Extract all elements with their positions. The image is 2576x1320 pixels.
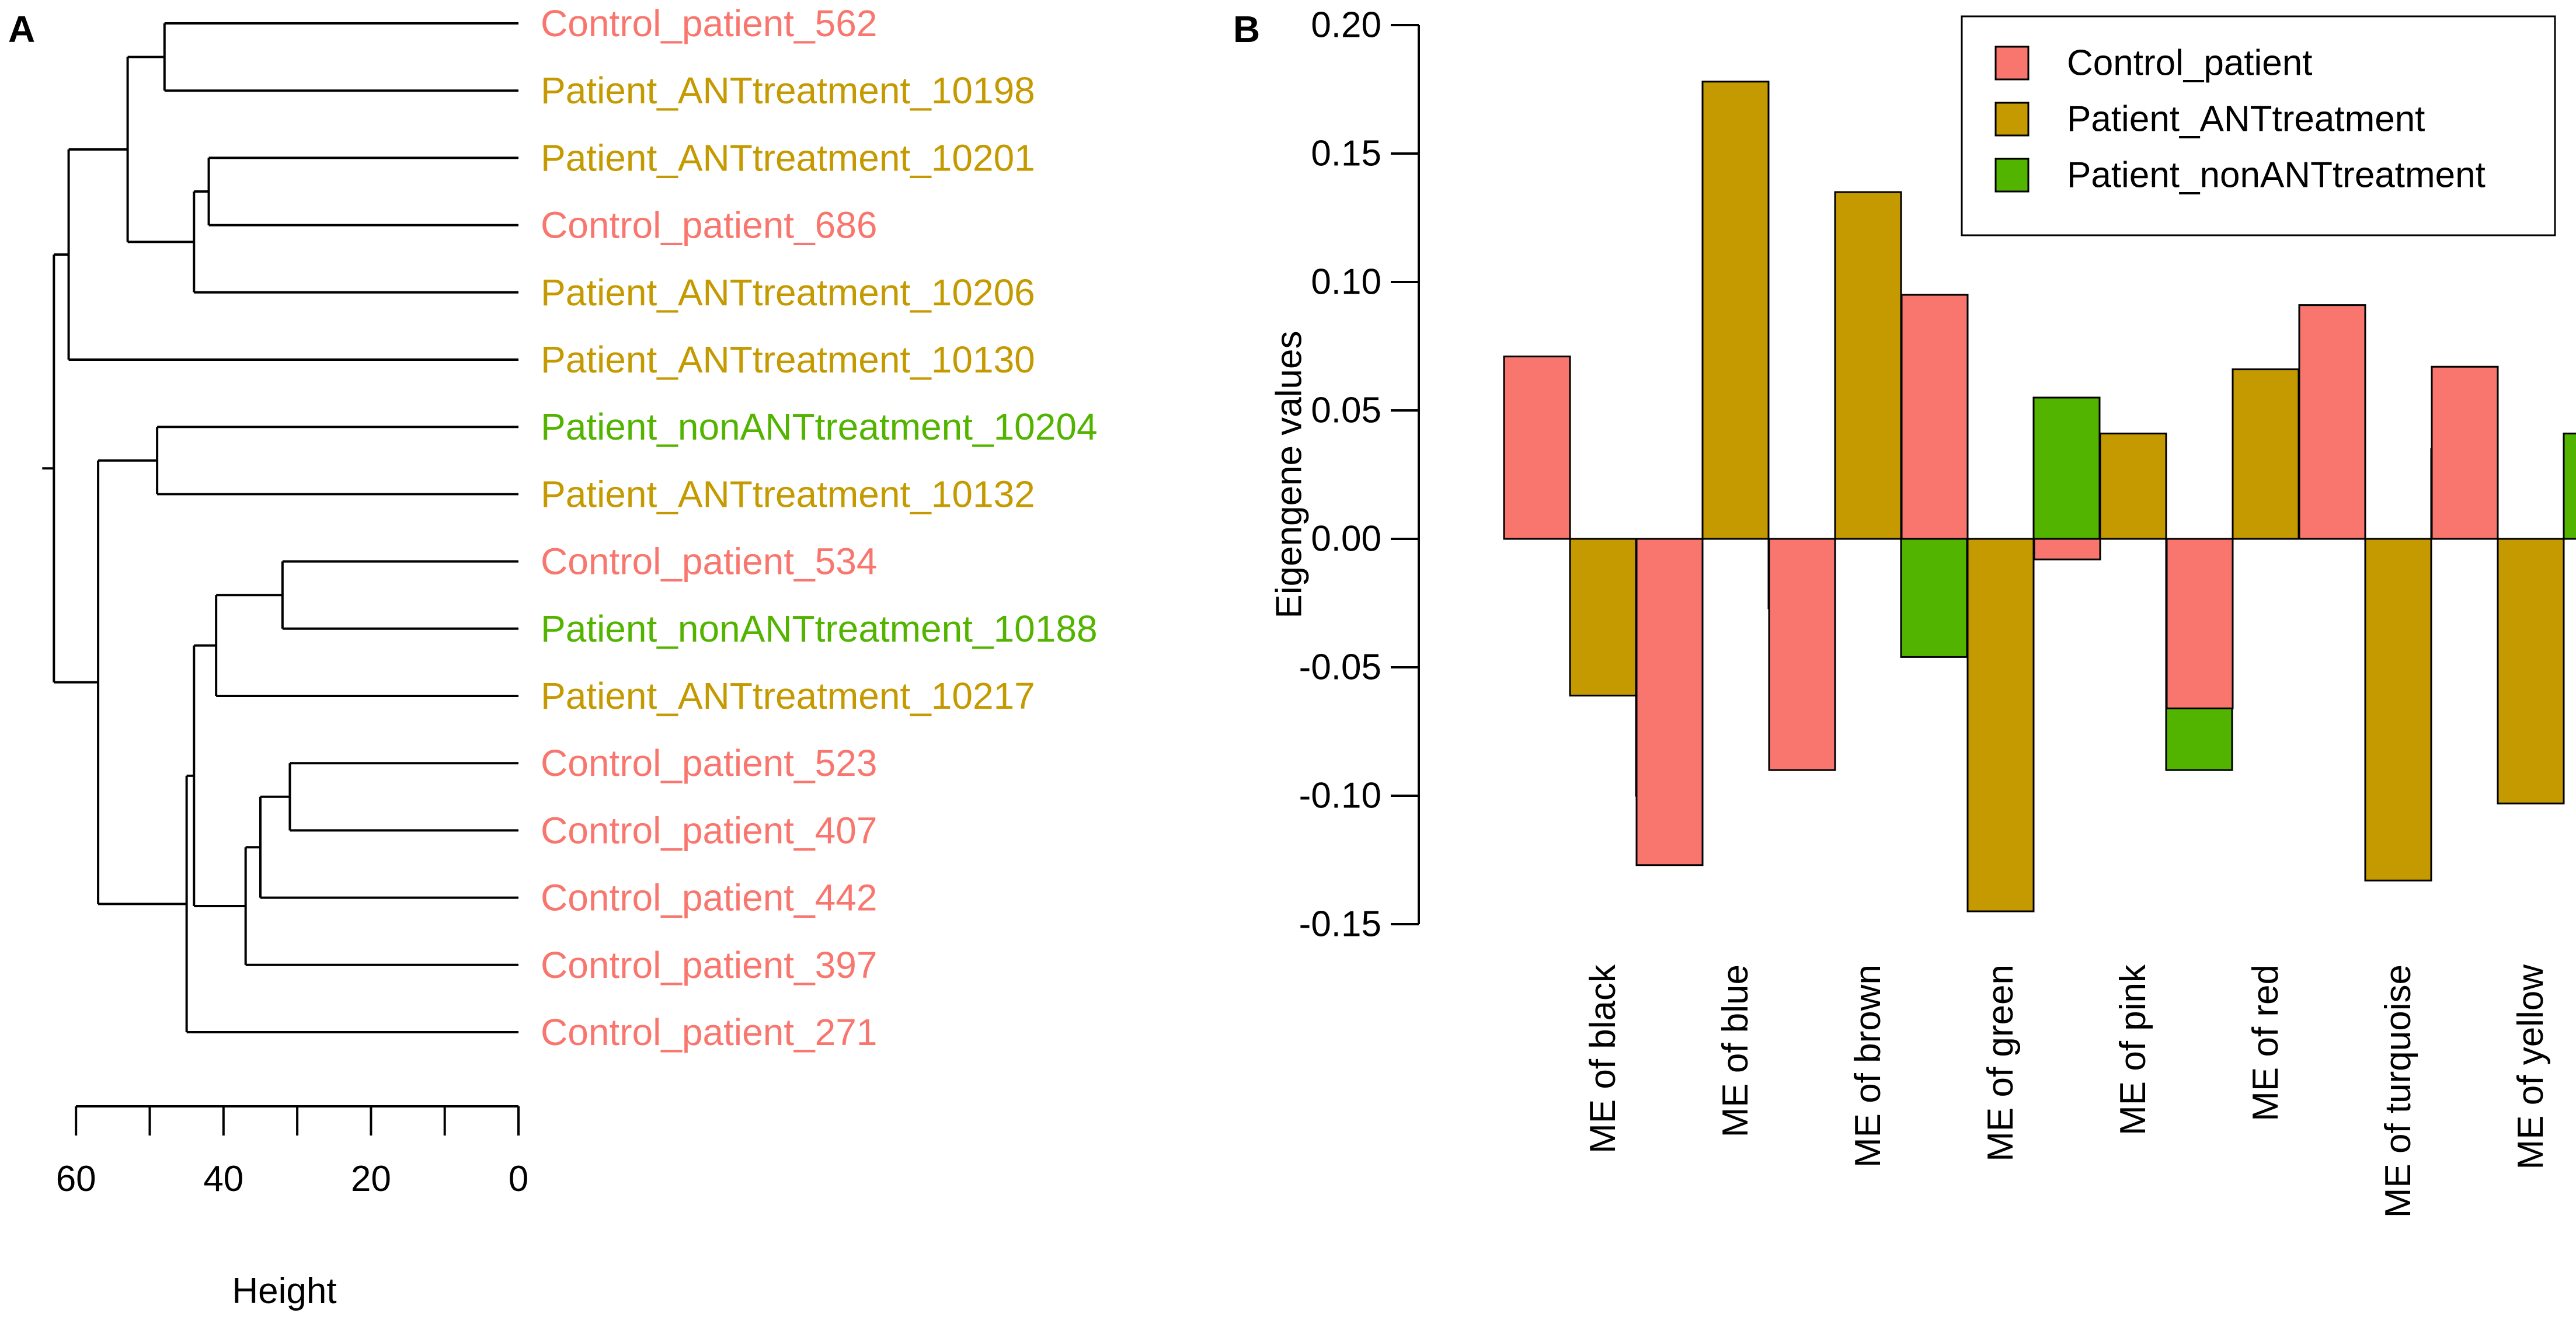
bar-patient_nonanttreatment-me-of-brown bbox=[1900, 538, 1968, 658]
bar-control_patient-me-of-green bbox=[1900, 294, 1969, 540]
bar-control_patient-me-of-pink bbox=[2033, 538, 2101, 560]
bar-patient_anttreatment-me-of-yellow bbox=[2497, 538, 2565, 804]
y-tick-label: 0.05 bbox=[1311, 391, 1381, 431]
leaf-label: Patient_ANTtreatment_10132 bbox=[541, 473, 1035, 515]
leaf-label: Control_patient_562 bbox=[541, 2, 877, 44]
category-label: ME of green bbox=[1980, 964, 2021, 1162]
panel-b-label: B bbox=[1233, 8, 1260, 50]
bar-chart-panel: -0.15 -0.10 -0.05 0.00 0.05 0.10 0.15 0.20 Eigen… bbox=[1269, 5, 2576, 1218]
leaf-label: Patient_ANTtreatment_10198 bbox=[541, 69, 1035, 112]
bar-patient_anttreatment-me-of-blue bbox=[1701, 81, 1770, 540]
bar-patient_anttreatment-me-of-turquoise bbox=[2364, 538, 2432, 882]
category-label: ME of turquoise bbox=[2378, 964, 2418, 1218]
category-label: ME of brown bbox=[1848, 964, 1888, 1168]
bar-patient_anttreatment-me-of-black bbox=[1569, 538, 1637, 696]
y-tick-label: 0.20 bbox=[1311, 5, 1381, 46]
bar-control_patient-me-of-blue bbox=[1635, 538, 1704, 866]
category-label: ME of blue bbox=[1715, 964, 1756, 1137]
bar-control_patient-me-of-turquoise bbox=[2298, 304, 2366, 540]
leaf-label: Control_patient_397 bbox=[541, 944, 877, 986]
bar-patient_anttreatment-me-of-brown bbox=[1834, 191, 1902, 540]
y-tick-label: 0.00 bbox=[1311, 519, 1381, 559]
leaf-label: Control_patient_523 bbox=[541, 742, 877, 784]
height-tick-label: 60 bbox=[56, 1159, 96, 1199]
leaf-label: Patient_ANTtreatment_10217 bbox=[541, 675, 1035, 717]
category-label: ME of pink bbox=[2113, 964, 2153, 1136]
panel-a-label: A bbox=[8, 8, 35, 50]
bar-patient_anttreatment-me-of-pink bbox=[2099, 433, 2167, 540]
bar-patient_anttreatment-me-of-green bbox=[1966, 538, 2035, 912]
legend-swatch bbox=[1994, 46, 2030, 81]
category-label: ME of red bbox=[2246, 964, 2286, 1122]
bar-control_patient-me-of-black bbox=[1503, 356, 1571, 540]
height-axis-title: Height bbox=[232, 1271, 336, 1311]
bar-patient_nonanttreatment-me-of-green bbox=[2032, 396, 2101, 540]
legend-label: Patient_ANTtreatment bbox=[2067, 99, 2425, 140]
bar-control_patient-me-of-red bbox=[2166, 538, 2234, 709]
height-tick-label: 40 bbox=[203, 1159, 243, 1199]
bar-control_patient-me-of-yellow bbox=[2431, 365, 2499, 540]
height-tick-label: 20 bbox=[351, 1159, 391, 1199]
bar-patient_nonanttreatment-me-of-yellow bbox=[2563, 433, 2576, 540]
leaf-label: Patient_ANTtreatment_10206 bbox=[541, 271, 1035, 314]
bar-control_patient-me-of-brown bbox=[1768, 538, 1836, 771]
leaf-label: Patient_ANTtreatment_10201 bbox=[541, 137, 1035, 179]
y-tick-label: -0.15 bbox=[1299, 904, 1381, 945]
legend-swatch bbox=[1994, 158, 2030, 193]
leaf-label: Control_patient_442 bbox=[541, 877, 877, 919]
leaf-label: Control_patient_534 bbox=[541, 541, 877, 583]
y-tick-label: 0.10 bbox=[1311, 262, 1381, 302]
leaf-label: Patient_nonANTtreatment_10204 bbox=[541, 406, 1098, 448]
leaf-label: Patient_ANTtreatment_10130 bbox=[541, 339, 1035, 381]
y-tick-label: -0.10 bbox=[1299, 776, 1381, 816]
leaf-label: Control_patient_407 bbox=[541, 809, 877, 851]
legend-label: Patient_nonANTtreatment bbox=[2067, 155, 2486, 196]
category-label: ME of black bbox=[1583, 964, 1623, 1154]
legend-label: Control_patient bbox=[2067, 43, 2313, 83]
y-axis-title: Eigengene values bbox=[1269, 331, 1310, 619]
leaf-label: Patient_nonANTtreatment_10188 bbox=[541, 608, 1098, 650]
dendrogram-panel: Control_patient_562 Patient_ANTtreatment_… bbox=[42, 2, 1098, 1311]
bar-patient_anttreatment-me-of-red bbox=[2232, 368, 2300, 540]
y-tick-label: 0.15 bbox=[1311, 134, 1381, 174]
leaf-label: Control_patient_686 bbox=[541, 204, 877, 246]
leaf-label: Control_patient_271 bbox=[541, 1011, 877, 1053]
legend-box bbox=[1961, 15, 2556, 236]
category-label: ME of yellow bbox=[2511, 964, 2551, 1170]
y-tick-label: -0.05 bbox=[1299, 647, 1381, 688]
legend-swatch bbox=[1994, 102, 2030, 137]
height-tick-label: 0 bbox=[509, 1159, 528, 1199]
